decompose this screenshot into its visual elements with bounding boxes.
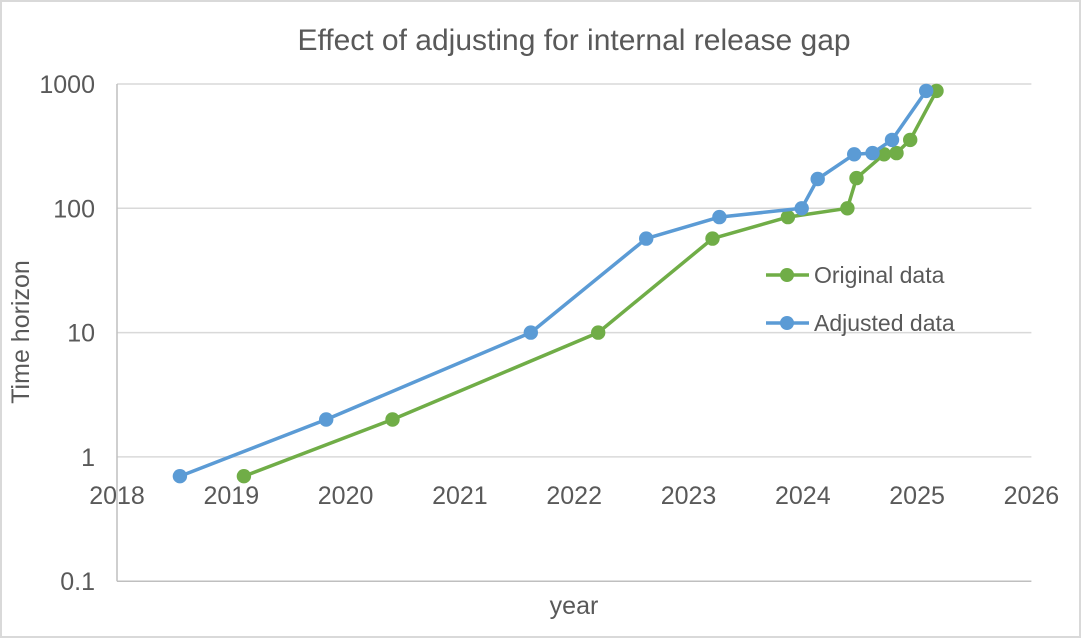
- legend-item-original[interactable]: Original data: [766, 262, 945, 288]
- x-tick-label: 2020: [318, 482, 374, 510]
- y-tick-label: 1000: [39, 71, 95, 99]
- data-point: [840, 201, 855, 216]
- x-axis-title[interactable]: year: [550, 592, 599, 620]
- y-tick-label: 1: [81, 444, 95, 472]
- data-point: [172, 469, 188, 484]
- y-tick-labels: 1000 100 10 1 0.1: [39, 71, 95, 596]
- data-point: [865, 145, 880, 161]
- legend: Original data Adjusted data: [766, 262, 955, 336]
- x-tick-labels: 2018 2019 2020 2021 2022 2023 2024 2025 2026: [89, 482, 1059, 510]
- x-tick-label: 2023: [661, 482, 717, 510]
- data-point: [919, 83, 934, 99]
- x-tick-label: 2018: [89, 482, 145, 510]
- axis-lines: [116, 84, 1032, 582]
- legend-marker-adjusted: [780, 316, 794, 330]
- data-point: [385, 412, 400, 427]
- x-tick-label: 2025: [889, 482, 945, 510]
- legend-label-adjusted: Adjusted data: [814, 310, 955, 336]
- data-point: [591, 325, 606, 340]
- legend-marker-original: [780, 268, 794, 282]
- data-point: [889, 145, 904, 161]
- data-point: [319, 412, 334, 427]
- legend-item-adjusted[interactable]: Adjusted data: [766, 310, 955, 336]
- data-point: [236, 469, 252, 484]
- data-point: [780, 209, 796, 225]
- series-adjusted: [172, 83, 934, 484]
- y-tick-label: 0.1: [60, 568, 95, 596]
- data-point: [705, 231, 720, 246]
- data-point: [884, 132, 900, 148]
- data-point: [847, 147, 862, 162]
- x-tick-label: 2022: [546, 482, 602, 510]
- data-point: [876, 147, 892, 162]
- data-point: [903, 132, 918, 148]
- data-point: [639, 231, 654, 246]
- x-tick-label: 2026: [1004, 482, 1060, 510]
- legend-label-original: Original data: [814, 262, 945, 288]
- y-axis-title[interactable]: Time horizon: [7, 260, 35, 404]
- x-tick-label: 2019: [203, 482, 259, 510]
- gridlines: [117, 83, 1032, 458]
- x-tick-label: 2024: [775, 482, 831, 510]
- y-tick-label: 100: [53, 195, 95, 223]
- data-point: [849, 170, 864, 186]
- data-point: [810, 171, 825, 187]
- data-point: [794, 201, 809, 216]
- series-original: [236, 83, 944, 484]
- data-point: [929, 83, 944, 99]
- y-tick-label: 10: [67, 320, 95, 348]
- x-tick-label: 2021: [432, 482, 488, 510]
- chart-title[interactable]: Effect of adjusting for internal release…: [297, 24, 850, 57]
- data-point: [523, 325, 538, 340]
- data-series: [172, 83, 944, 484]
- data-point: [712, 209, 727, 225]
